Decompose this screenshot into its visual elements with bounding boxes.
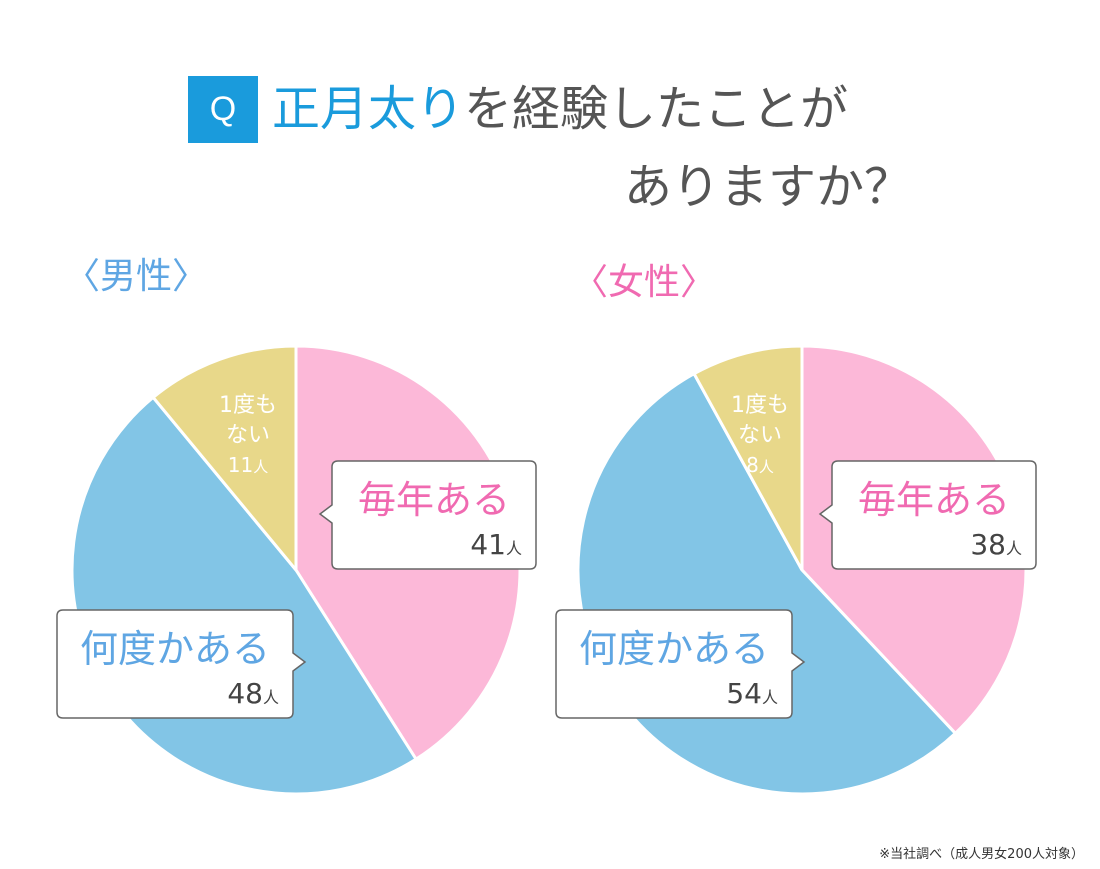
slice-value: 41人 xyxy=(470,528,522,561)
callout-box xyxy=(318,460,537,570)
slice-value: 54人 xyxy=(726,677,778,710)
pie-slice xyxy=(151,344,298,575)
callout-box xyxy=(56,609,307,719)
slice-label: ない xyxy=(226,423,270,448)
callout: 毎年ある 41人 xyxy=(318,460,537,570)
slice-label: 何度かある xyxy=(80,627,270,671)
male-chart-title: 〈男性〉 xyxy=(64,256,209,297)
slice-label: 1度も xyxy=(731,393,789,418)
callout-box xyxy=(555,609,806,719)
pie-slice xyxy=(692,344,804,571)
title-highlight: 正月太り xyxy=(272,81,465,137)
callout: 何度かある 48人 xyxy=(56,609,307,719)
page-title-line2: ありますか？ xyxy=(623,159,912,215)
callout-box xyxy=(818,460,1037,570)
slice-value: 48人 xyxy=(227,677,279,710)
q-badge: Q xyxy=(188,76,258,143)
slice-label: 何度かある xyxy=(579,627,769,671)
footnote: ※当社調べ（成人男女200人対象） xyxy=(879,847,1084,862)
female-chart-title: 〈女性〉 xyxy=(572,262,717,303)
slice-label: 毎年ある xyxy=(858,478,1010,522)
title-rest: を経験したことが xyxy=(464,81,849,137)
callout: 毎年ある 38人 xyxy=(818,460,1037,570)
slice-label: 1度も xyxy=(219,393,277,418)
slice-label: ない xyxy=(738,423,782,448)
slice-value: 38人 xyxy=(970,528,1022,561)
slice-value: 8人 xyxy=(746,453,774,477)
slice-value: 11人 xyxy=(228,453,268,477)
page-title: 正月太りを経験したことが xyxy=(272,74,848,144)
callout: 何度かある 54人 xyxy=(555,609,806,719)
slice-label: 毎年ある xyxy=(358,478,510,522)
